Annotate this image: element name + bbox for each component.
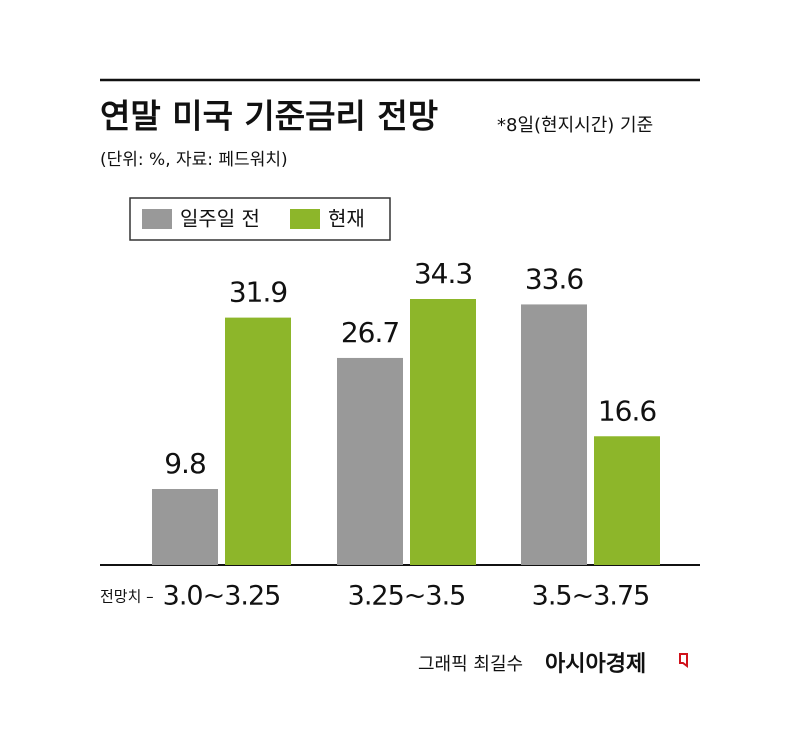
- bar: [410, 299, 476, 565]
- legend-swatch: [142, 209, 172, 229]
- legend-label: 현재: [328, 207, 365, 231]
- legend-box: [129, 197, 391, 241]
- x-axis-label: 전망치 –: [100, 588, 154, 606]
- value-label: 9.8: [164, 447, 206, 480]
- brand-icon: [679, 653, 688, 668]
- bar: [225, 317, 291, 565]
- value-label: 31.9: [229, 276, 287, 309]
- x-tick-label: 3.0~3.25: [163, 581, 281, 612]
- bar: [594, 436, 660, 565]
- bar: [337, 357, 403, 565]
- legend-label: 일주일 전: [180, 207, 260, 231]
- value-label: 16.6: [598, 394, 657, 427]
- x-tick-label: 3.25~3.5: [348, 581, 466, 612]
- chart-title: 연말 미국 기준금리 전망: [100, 97, 438, 136]
- x-tick-label: 3.5~3.75: [532, 581, 650, 612]
- chart-subtitle: *8일(현지시간) 기준: [497, 115, 653, 136]
- chart-note: (단위: %, 자료: 페드워치): [100, 150, 288, 170]
- bar: [521, 304, 587, 565]
- legend-swatch: [290, 209, 320, 229]
- credit: 그래픽 최길수: [418, 654, 523, 675]
- brand: 아시아경제: [545, 652, 646, 677]
- value-label: 33.6: [525, 262, 584, 295]
- value-label: 34.3: [414, 257, 472, 290]
- value-label: 26.7: [341, 316, 399, 349]
- bar: [152, 489, 218, 565]
